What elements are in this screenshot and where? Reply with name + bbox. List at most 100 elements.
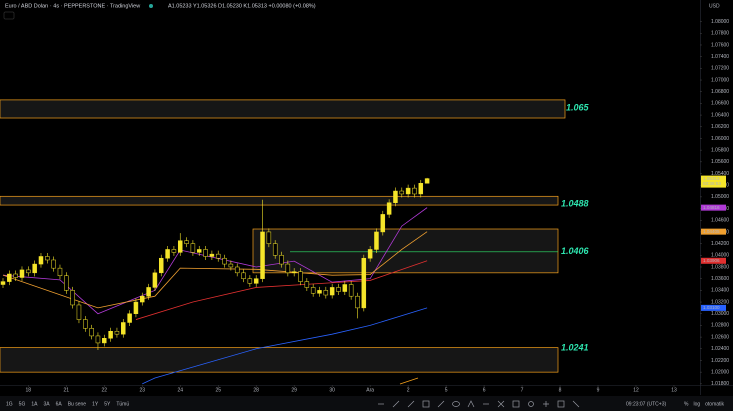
tool-icon[interactable]	[512, 400, 520, 408]
x-tick-label: 12	[633, 387, 639, 393]
candle	[361, 254, 367, 312]
clock: 09:23:07 (UTC+3)	[626, 401, 666, 407]
tool-icon[interactable]	[392, 400, 400, 408]
tool-icon[interactable]	[497, 400, 505, 408]
range-button[interactable]: 6A	[56, 401, 63, 407]
x-tick-label: 24	[177, 387, 183, 393]
y-tick-label: 1.08000	[711, 19, 729, 25]
y-tick-label: 1.04200	[711, 241, 729, 247]
tool-icon[interactable]	[422, 400, 430, 408]
candle-body	[228, 263, 234, 268]
candle-body	[45, 256, 50, 261]
collapse-button[interactable]	[3, 11, 15, 20]
candle-body	[159, 257, 164, 274]
ma-line	[2, 207, 428, 315]
candle-body	[0, 281, 6, 285]
candle	[95, 332, 101, 350]
zone-label: 1.065	[566, 102, 590, 112]
zone-label: 1.0241	[561, 343, 589, 353]
candle	[247, 275, 253, 287]
candle-body	[298, 271, 303, 282]
candle-body	[184, 240, 189, 244]
candle-body	[342, 284, 348, 292]
candle-body	[285, 263, 291, 274]
y-tick-label: 1.04000	[711, 253, 729, 259]
candle	[342, 281, 348, 296]
candle	[310, 283, 316, 297]
x-tick-label: 18	[26, 387, 32, 393]
candle-body	[279, 255, 284, 265]
candle-body	[121, 322, 126, 335]
candle-body	[89, 328, 94, 337]
range-button[interactable]: 1G	[6, 401, 13, 407]
candle	[146, 283, 151, 300]
range-button[interactable]: 1Y	[92, 401, 99, 407]
y-tick-label: 1.07000	[711, 77, 729, 83]
candle-body	[76, 304, 82, 320]
candle-body	[102, 338, 107, 344]
y-tick-label: 1.03800	[711, 264, 729, 270]
currency-label[interactable]: USD	[709, 3, 720, 9]
candle-body	[215, 253, 221, 259]
y-tick-label: 1.03400	[711, 288, 729, 294]
candle	[83, 316, 88, 332]
price-tag-label: 1.03100	[703, 305, 720, 310]
candle	[323, 286, 329, 299]
tool-icon[interactable]	[452, 401, 460, 407]
y-tick-label: 1.06800	[711, 89, 729, 95]
range-button[interactable]: Bu sene	[68, 401, 87, 407]
range-button[interactable]: 1A	[31, 401, 38, 407]
candle	[215, 250, 221, 262]
candle-body	[260, 231, 265, 279]
candle	[348, 281, 354, 300]
x-tick-label: 6	[483, 387, 486, 393]
candle	[108, 327, 113, 342]
candle	[304, 278, 310, 291]
option-button[interactable]: otomatik	[705, 401, 724, 407]
candle	[285, 260, 291, 277]
tool-icon[interactable]	[467, 400, 475, 408]
candle-body	[127, 313, 132, 323]
candle	[140, 292, 145, 306]
option-button[interactable]: log	[693, 401, 700, 407]
zone	[252, 228, 559, 274]
tool-icon[interactable]	[407, 400, 415, 408]
y-tick-label: 1.05400	[711, 171, 729, 177]
candle	[291, 268, 297, 277]
candle	[196, 245, 202, 256]
candle-body	[355, 295, 360, 309]
candle-body	[140, 295, 145, 303]
range-button[interactable]: 5G	[19, 401, 26, 407]
price-tag	[701, 204, 726, 211]
tool-icon[interactable]	[557, 400, 565, 408]
bottom-toolbar	[0, 396, 733, 411]
candle-body	[291, 271, 297, 274]
candle	[76, 301, 82, 324]
price-tag-label: 1.04816	[703, 205, 720, 210]
candle	[241, 269, 246, 283]
candle	[57, 264, 63, 280]
candle-body	[317, 290, 322, 294]
y-tick-label: 1.05800	[711, 147, 729, 153]
tool-icon[interactable]	[528, 401, 534, 407]
range-button[interactable]: 5Y	[104, 401, 111, 407]
candle	[253, 275, 259, 287]
range-button[interactable]: Tümü	[116, 401, 129, 407]
tool-icon[interactable]	[543, 401, 549, 407]
candle	[317, 286, 322, 297]
price-tag	[701, 304, 726, 311]
y-tick-label: 1.02400	[711, 346, 729, 352]
tool-icon[interactable]	[572, 400, 580, 408]
x-tick-label: Ara	[366, 387, 374, 393]
tool-icon[interactable]	[437, 400, 445, 408]
candle	[209, 250, 215, 260]
candle	[336, 283, 341, 296]
candle	[203, 245, 208, 260]
candle	[386, 199, 392, 218]
candle	[272, 240, 278, 259]
option-button[interactable]: %	[684, 401, 689, 407]
candle-body	[405, 187, 411, 195]
candle	[190, 240, 196, 256]
range-button[interactable]: 3A	[43, 401, 50, 407]
y-tick-label: 1.06200	[711, 124, 729, 130]
